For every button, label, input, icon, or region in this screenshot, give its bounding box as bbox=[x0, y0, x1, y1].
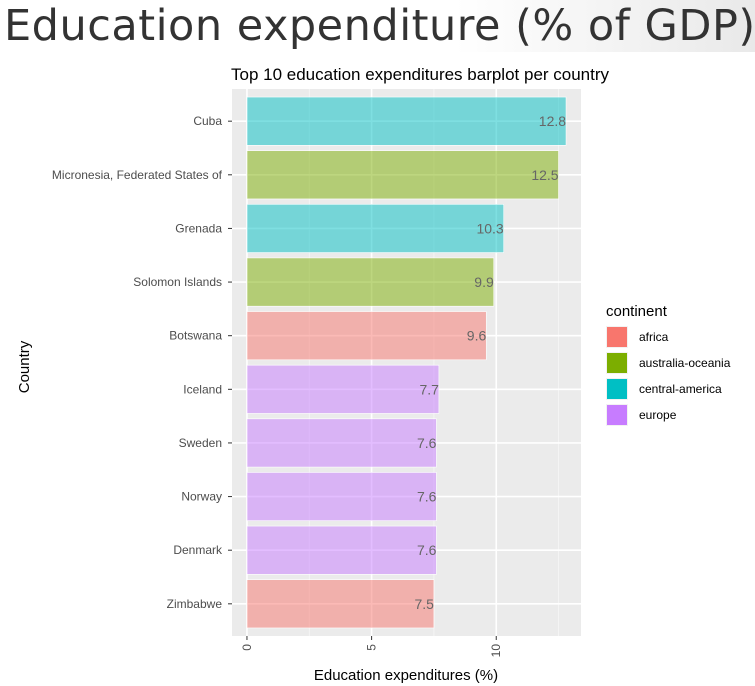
chart-title: Top 10 education expenditures barplot pe… bbox=[231, 65, 610, 84]
bar bbox=[246, 311, 487, 361]
data-label: 9.6 bbox=[467, 328, 487, 344]
bar bbox=[246, 418, 437, 468]
data-label: 9.9 bbox=[474, 274, 494, 290]
y-tick-label: Iceland bbox=[183, 382, 222, 396]
y-tick-label: Grenada bbox=[175, 221, 222, 235]
legend-label: central-america bbox=[639, 382, 722, 396]
legend-swatch bbox=[607, 379, 627, 399]
data-label: 12.8 bbox=[539, 113, 566, 129]
data-label: 12.5 bbox=[531, 167, 558, 183]
x-axis-label: Education expenditures (%) bbox=[314, 667, 498, 684]
bar bbox=[246, 257, 495, 307]
y-tick-label: Micronesia, Federated States of bbox=[52, 168, 223, 182]
bars bbox=[246, 96, 567, 629]
data-label: 7.7 bbox=[419, 381, 439, 397]
legend-title: continent bbox=[606, 303, 668, 320]
x-axis-ticks: 0 5 10 bbox=[240, 636, 503, 657]
bar bbox=[246, 96, 567, 146]
y-axis-label: Country bbox=[16, 340, 33, 393]
x-tick-label: 10 bbox=[489, 644, 503, 658]
legend-label: australia-oceania bbox=[639, 356, 731, 370]
data-label: 7.6 bbox=[417, 542, 437, 558]
data-label: 10.3 bbox=[476, 220, 503, 236]
bar bbox=[246, 150, 559, 200]
legend-swatch bbox=[607, 405, 627, 425]
y-tick-label: Sweden bbox=[179, 436, 222, 450]
x-tick-label: 5 bbox=[365, 644, 379, 651]
value-labels: 12.8 12.5 10.3 9.9 9.6 7.7 7.6 7.6 7.6 7.5 bbox=[414, 113, 566, 612]
x-tick-label: 0 bbox=[240, 644, 254, 651]
legend-swatch bbox=[607, 327, 627, 347]
legend-label: africa bbox=[639, 330, 669, 344]
legend: continent africa australia-oceania central… bbox=[606, 303, 731, 426]
legend-label: europe bbox=[639, 408, 677, 422]
y-tick-label: Norway bbox=[181, 490, 222, 504]
y-tick-label: Cuba bbox=[193, 114, 222, 128]
legend-swatch bbox=[607, 353, 627, 373]
bar bbox=[246, 203, 505, 253]
bar bbox=[246, 525, 437, 575]
y-tick-label: Botswana bbox=[169, 329, 222, 343]
y-tick-label: Zimbabwe bbox=[167, 597, 223, 611]
y-axis-ticks: Cuba Micronesia, Federated States of Grena… bbox=[52, 114, 232, 611]
page-title: Education expenditure (% of GDP) bbox=[4, 0, 755, 52]
y-tick-label: Solomon Islands bbox=[133, 275, 222, 289]
bar bbox=[246, 472, 437, 522]
bar bbox=[246, 579, 435, 629]
data-label: 7.5 bbox=[414, 596, 434, 612]
y-tick-label: Denmark bbox=[173, 543, 223, 557]
bar bbox=[246, 364, 440, 414]
data-label: 7.6 bbox=[417, 489, 437, 505]
data-label: 7.6 bbox=[417, 435, 437, 451]
